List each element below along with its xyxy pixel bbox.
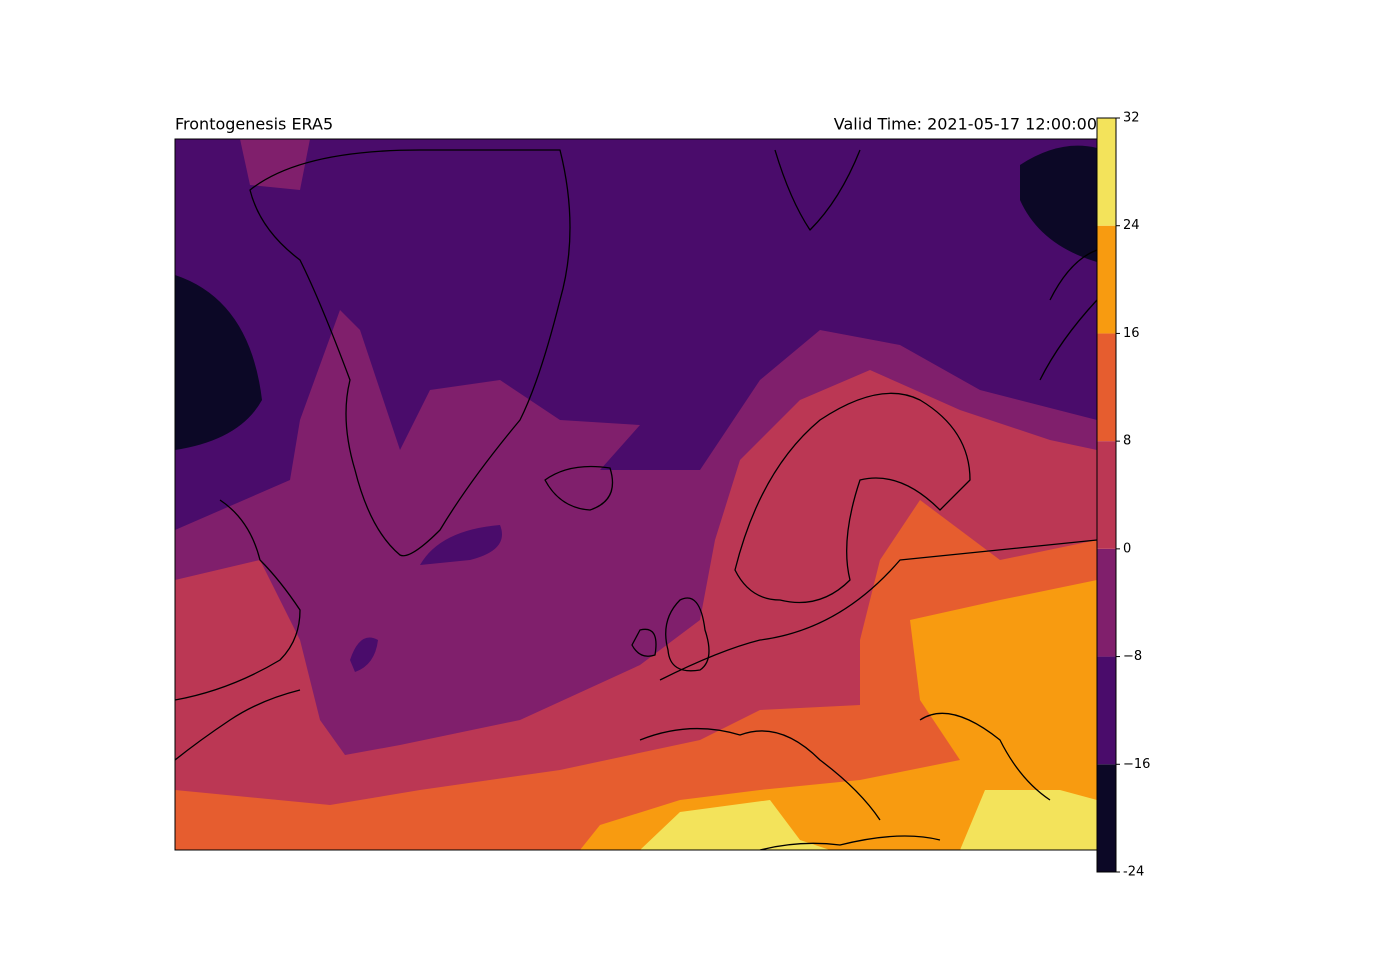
colorbar-segment (1097, 225, 1116, 334)
colorbar-tick-label: -24 (1123, 865, 1144, 880)
colorbar-tick-label: −8 (1123, 649, 1142, 664)
coastline (639, 539, 1097, 850)
colorbar-frame (1096, 117, 1117, 873)
colorbar-segment (1097, 656, 1116, 765)
field-band (175, 500, 1097, 850)
coastline (631, 597, 710, 672)
colorbar-segment (1097, 118, 1116, 226)
colorbar-segment (1097, 548, 1116, 657)
colorbar-tick-label: 0 (1123, 541, 1131, 556)
colorbar-segment (1097, 333, 1116, 442)
valid-time: Valid Time: 2021-05-17 12:00:00 (834, 115, 1097, 134)
field-band (350, 525, 502, 672)
colorbar-tick-label: −16 (1123, 757, 1150, 772)
coastline (774, 149, 1097, 381)
coastline (249, 149, 571, 557)
coastline (544, 465, 614, 511)
colorbar-segment (1097, 764, 1116, 872)
colorbar-tick-label: 24 (1123, 218, 1140, 233)
colorbar-segment (1097, 441, 1116, 549)
map (175, 139, 1097, 850)
colorbar-tick-label: 8 (1123, 434, 1131, 449)
coastline (734, 392, 971, 604)
colorbar-tick-label: 16 (1123, 326, 1140, 341)
coastline (175, 499, 301, 761)
field-band (640, 790, 1097, 850)
field-band (580, 580, 1097, 850)
colorbar-tick-label: 32 (1123, 111, 1140, 126)
map-title: Frontogenesis ERA5 (175, 115, 333, 134)
